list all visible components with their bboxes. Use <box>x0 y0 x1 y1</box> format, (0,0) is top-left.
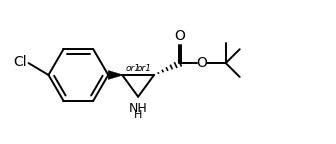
Text: Cl: Cl <box>13 55 27 69</box>
Text: or1: or1 <box>125 64 140 73</box>
Text: or1: or1 <box>137 64 152 73</box>
Text: H: H <box>134 110 142 120</box>
Text: NH: NH <box>129 102 148 115</box>
Text: O: O <box>197 56 207 70</box>
Text: O: O <box>174 29 185 43</box>
Polygon shape <box>108 71 122 79</box>
